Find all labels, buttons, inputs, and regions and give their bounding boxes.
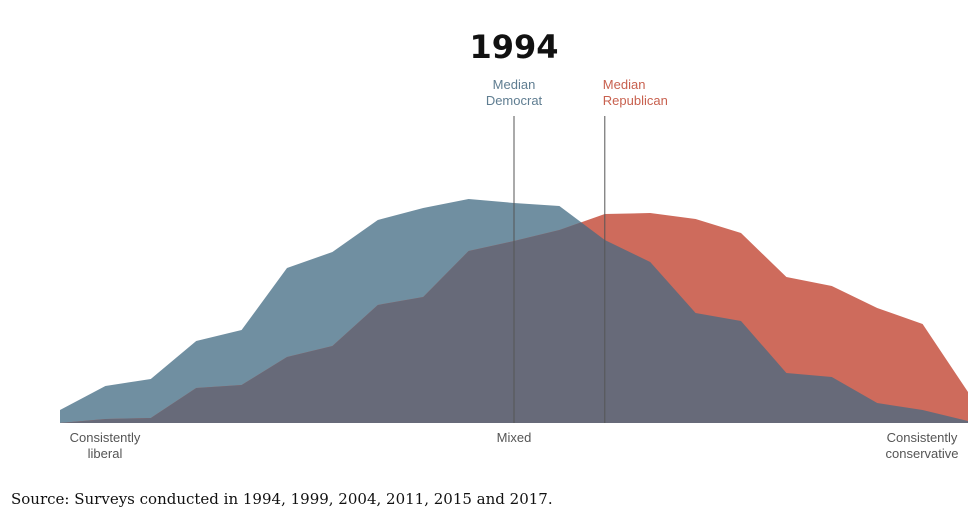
x-tick-label-2-line-1: conservative: [886, 446, 959, 461]
source-note: Source: Surveys conducted in 1994, 1999,…: [11, 490, 553, 508]
median-label-1-line-1: Republican: [603, 93, 668, 108]
median-label-1-line-0: Median: [603, 77, 646, 92]
x-tick-label-0-line-1: liberal: [88, 446, 123, 461]
chart-title: 1994: [469, 28, 559, 66]
x-tick-label-2-line-0: Consistently: [887, 430, 958, 445]
x-tick-label-0-line-0: Consistently: [70, 430, 141, 445]
median-label-0-line-0: Median: [493, 77, 536, 92]
x-tick-label-1-line-0: Mixed: [497, 430, 532, 445]
median-label-0-line-1: Democrat: [486, 93, 543, 108]
